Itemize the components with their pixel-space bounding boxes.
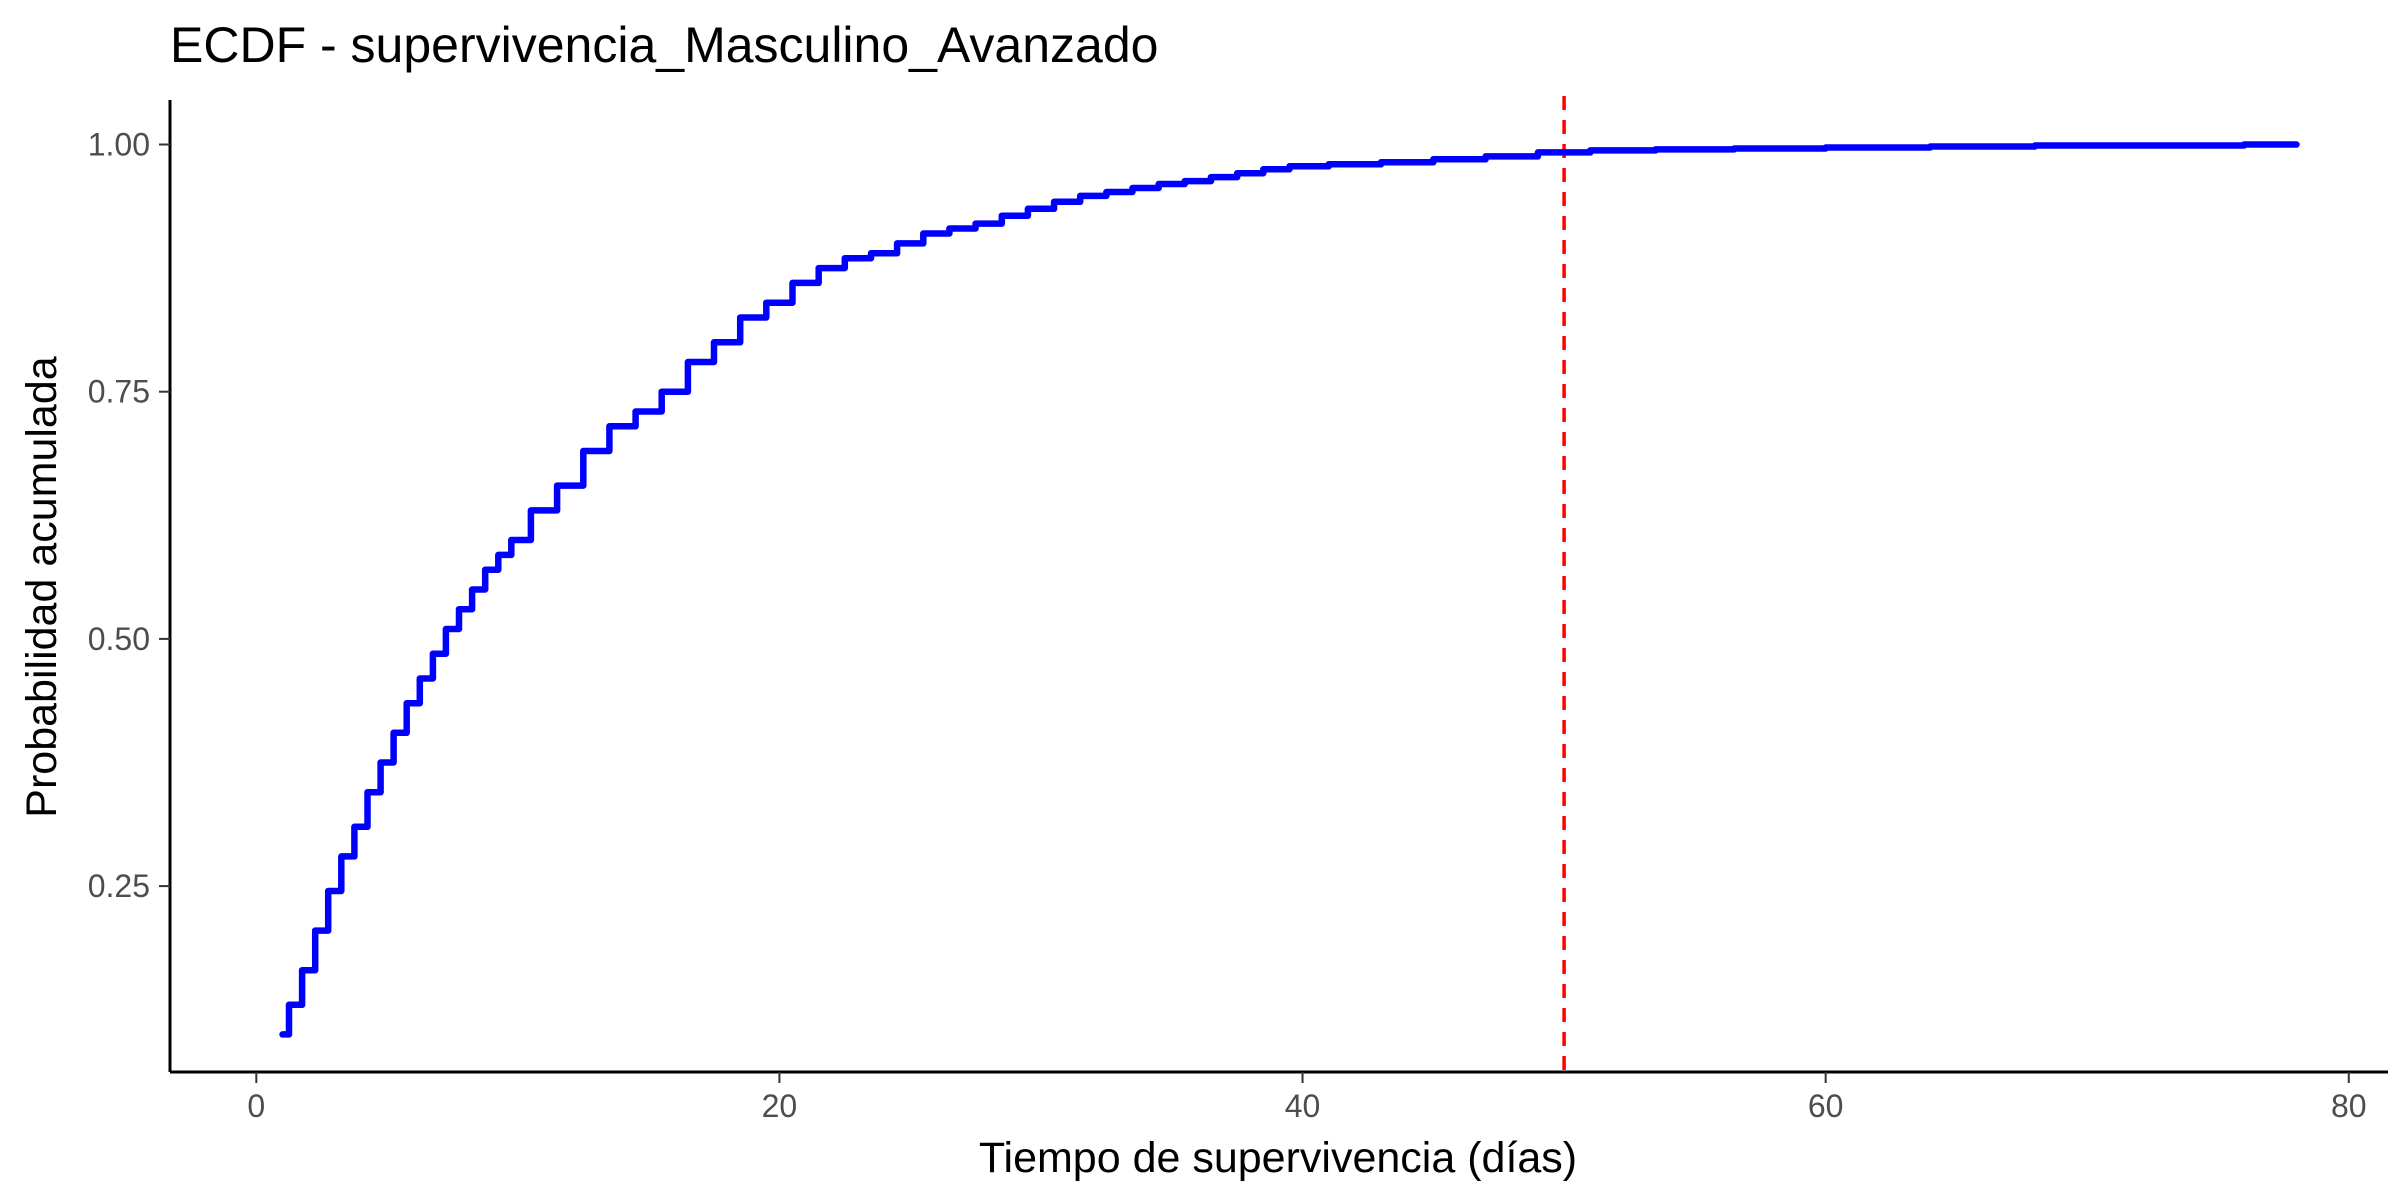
plot-area xyxy=(279,96,2300,1072)
y-tick-label: 0.75 xyxy=(88,374,150,410)
x-tick-label: 60 xyxy=(1808,1088,1844,1124)
x-axis-title: Tiempo de supervivencia (días) xyxy=(979,1134,1577,1182)
y-tick-label: 0.50 xyxy=(88,621,150,657)
y-axis-title: Probabilidad acumulada xyxy=(18,356,66,817)
chart-title: ECDF - supervivencia_Masculino_Avanzado xyxy=(170,17,1158,73)
y-tick-label: 0.25 xyxy=(88,868,150,904)
series-group xyxy=(279,141,2300,1038)
x-tick-label: 40 xyxy=(1285,1088,1321,1124)
x-tick-label: 80 xyxy=(2331,1088,2367,1124)
x-tick-label: 0 xyxy=(247,1088,265,1124)
y-axis-ticks: 0.25 0.50 0.75 1.00 xyxy=(88,126,170,904)
x-tick-label: 20 xyxy=(762,1088,798,1124)
x-axis-ticks: 0 20 40 60 80 xyxy=(247,1072,2367,1124)
y-tick-label: 1.00 xyxy=(88,126,150,162)
ecdf-series-line xyxy=(279,141,2300,1038)
